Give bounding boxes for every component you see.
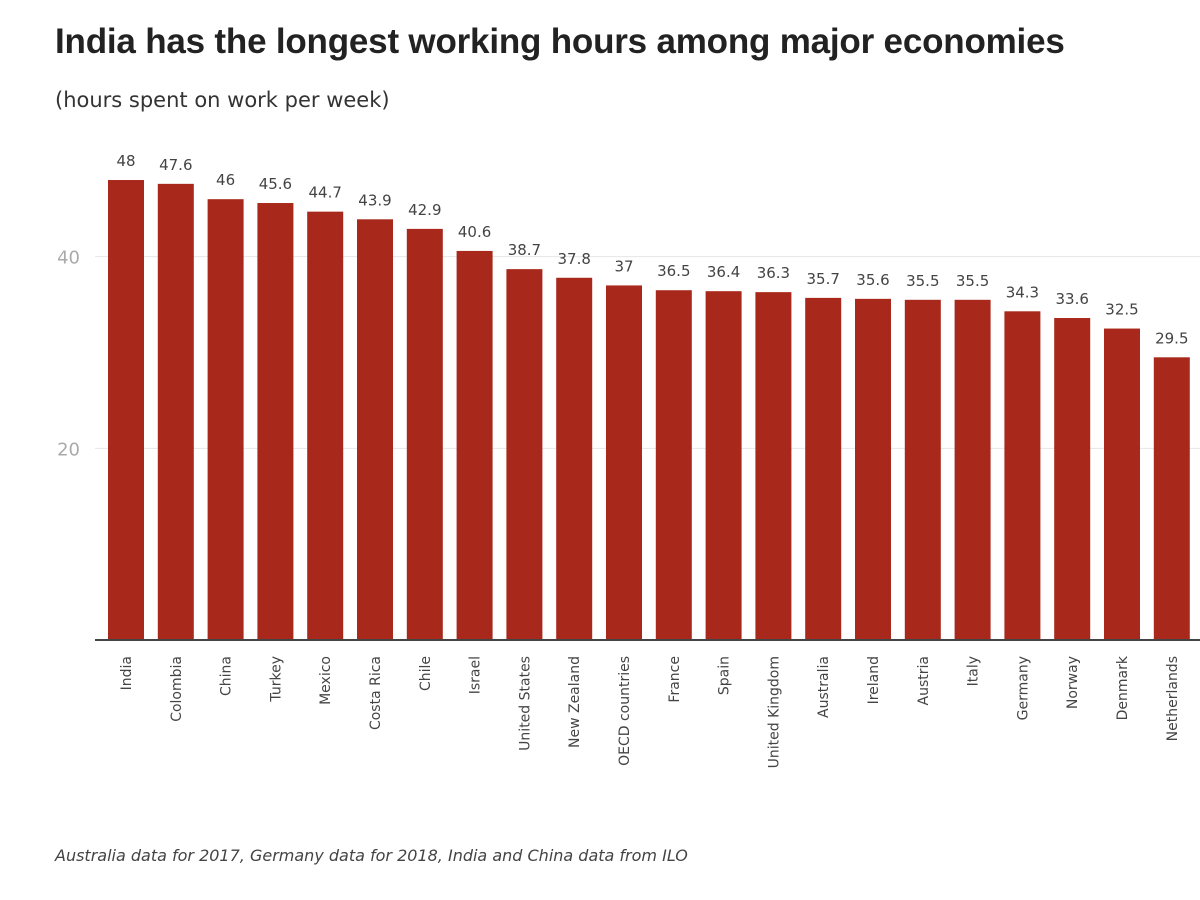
- value-label: 34.3: [1006, 283, 1039, 301]
- bar-colombia: [157, 183, 194, 641]
- bar-australia: [805, 297, 842, 640]
- bar-germany: [1004, 311, 1041, 640]
- category-label: United States: [517, 656, 533, 751]
- category-labels: India Colombia China Turkey Mexico Costa Rica…: [119, 655, 1181, 768]
- value-label: 40.6: [458, 223, 491, 241]
- bar-italy: [954, 299, 991, 640]
- value-label: 35.5: [906, 272, 939, 290]
- value-label: 37.8: [557, 250, 590, 268]
- bars: [108, 180, 1190, 641]
- category-label: India: [119, 656, 135, 690]
- bar-united-states: [506, 269, 543, 640]
- category-label: Turkey: [268, 656, 284, 703]
- value-label: 32.5: [1105, 301, 1138, 319]
- bar-ireland: [855, 298, 891, 640]
- bar-india: [108, 180, 144, 641]
- value-label: 48: [116, 152, 135, 170]
- value-label: 38.7: [508, 241, 541, 259]
- category-label: Australia: [816, 656, 832, 718]
- category-label: New Zealand: [567, 656, 583, 748]
- bar-netherlands: [1153, 357, 1190, 640]
- bar-china: [207, 199, 244, 640]
- value-label: 46: [216, 171, 235, 189]
- footnote: Australia data for 2017, Germany data fo…: [55, 846, 688, 865]
- bar-costa-rica: [357, 219, 393, 640]
- category-label: Austria: [916, 656, 932, 705]
- bar-austria: [904, 299, 941, 640]
- value-labels: 48 47.6 46 45.6 44.7 43.9 42.9 40.6 38.7 37.8 37 36…: [116, 152, 1188, 347]
- value-label: 29.5: [1155, 329, 1188, 347]
- category-label: Chile: [418, 656, 434, 691]
- category-label: Germany: [1015, 656, 1031, 720]
- bar-norway: [1054, 318, 1091, 640]
- value-label: 47.6: [159, 156, 192, 174]
- category-label: Norway: [1065, 656, 1081, 709]
- category-label: Netherlands: [1165, 656, 1181, 741]
- value-label: 37: [614, 257, 633, 275]
- chart-title: India has the longest working hours amon…: [55, 22, 1065, 61]
- value-label: 36.3: [757, 264, 790, 282]
- category-label: Ireland: [866, 656, 882, 704]
- category-label: China: [219, 656, 235, 696]
- value-label: 44.7: [308, 184, 341, 202]
- bar-france: [655, 290, 692, 640]
- category-label: OECD countries: [617, 656, 633, 766]
- value-label: 43.9: [358, 191, 391, 209]
- value-label: 42.9: [408, 201, 441, 219]
- category-label: Costa Rica: [368, 656, 384, 730]
- bar-oecd-countries: [606, 285, 642, 640]
- value-label: 45.6: [259, 175, 292, 193]
- category-label: Denmark: [1115, 655, 1131, 720]
- bar-turkey: [257, 203, 294, 640]
- category-label: Israel: [468, 656, 484, 694]
- chart-subtitle: (hours spent on work per week): [55, 88, 390, 112]
- bar-israel: [456, 250, 493, 640]
- value-label: 36.4: [707, 263, 740, 281]
- category-label: United Kingdom: [766, 656, 782, 768]
- value-label: 35.6: [856, 271, 889, 289]
- y-tick-label: 40: [57, 248, 80, 269]
- bar-united-kingdom: [755, 292, 792, 640]
- bar-mexico: [307, 211, 344, 640]
- bar-spain: [705, 291, 742, 640]
- category-label: Italy: [966, 656, 982, 686]
- category-label: Mexico: [318, 656, 334, 705]
- value-label: 35.7: [806, 270, 839, 288]
- bar-denmark: [1104, 328, 1140, 640]
- bar-new-zealand: [556, 277, 593, 640]
- value-label: 33.6: [1055, 290, 1088, 308]
- y-tick-label: 20: [57, 439, 80, 460]
- category-label: France: [667, 656, 683, 703]
- category-label: Spain: [717, 656, 733, 695]
- value-label: 36.5: [657, 262, 690, 280]
- value-label: 35.5: [956, 272, 989, 290]
- category-label: Colombia: [169, 656, 185, 722]
- bar-chile: [406, 228, 443, 641]
